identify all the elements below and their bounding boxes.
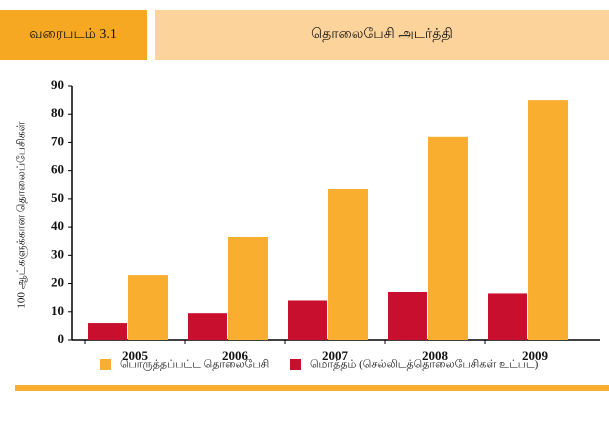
legend-swatch (100, 359, 111, 370)
y-tick-label: 90 (51, 77, 64, 92)
legend-label: மொத்தம் (செல்லிடத்தொலைபேசிகள் உட்பட) (310, 359, 539, 371)
bar (88, 323, 127, 340)
legend-label: பொருத்தப்பட்ட தொலைபேசி (120, 359, 269, 371)
x-tick-label: 2006 (222, 348, 249, 363)
figure-label: வரைபடம் 3.1 (29, 27, 117, 42)
y-axis-label: 100 ஆட்களுக்கான தொலைப்பேசிகள் (16, 121, 29, 308)
bar (228, 236, 268, 340)
bar (388, 292, 427, 340)
y-tick-label: 30 (51, 246, 64, 261)
x-tick-label: 2009 (522, 348, 549, 363)
y-tick-label: 80 (51, 105, 64, 120)
bar (328, 189, 368, 340)
bar (128, 275, 168, 340)
x-tick-label: 2005 (122, 348, 149, 363)
y-tick-label: 50 (51, 190, 64, 205)
bar (428, 136, 468, 340)
y-tick-label: 70 (51, 133, 64, 148)
x-tick-label: 2008 (422, 348, 449, 363)
bar (528, 100, 568, 340)
bar (488, 293, 527, 340)
x-tick-label: 2007 (322, 348, 349, 363)
chart-title: தொலைபேசி அடர்த்தி (311, 27, 453, 42)
y-tick-label: 60 (51, 162, 64, 177)
footer-bar (15, 385, 609, 391)
header-title-box (155, 10, 609, 60)
bar (288, 300, 327, 340)
bar (188, 313, 227, 340)
y-tick-label: 20 (51, 275, 64, 290)
header-label-box (0, 10, 147, 60)
y-tick-label: 0 (58, 331, 65, 346)
y-tick-label: 40 (51, 218, 64, 233)
y-tick-label: 10 (51, 303, 64, 318)
legend-swatch (290, 359, 301, 370)
